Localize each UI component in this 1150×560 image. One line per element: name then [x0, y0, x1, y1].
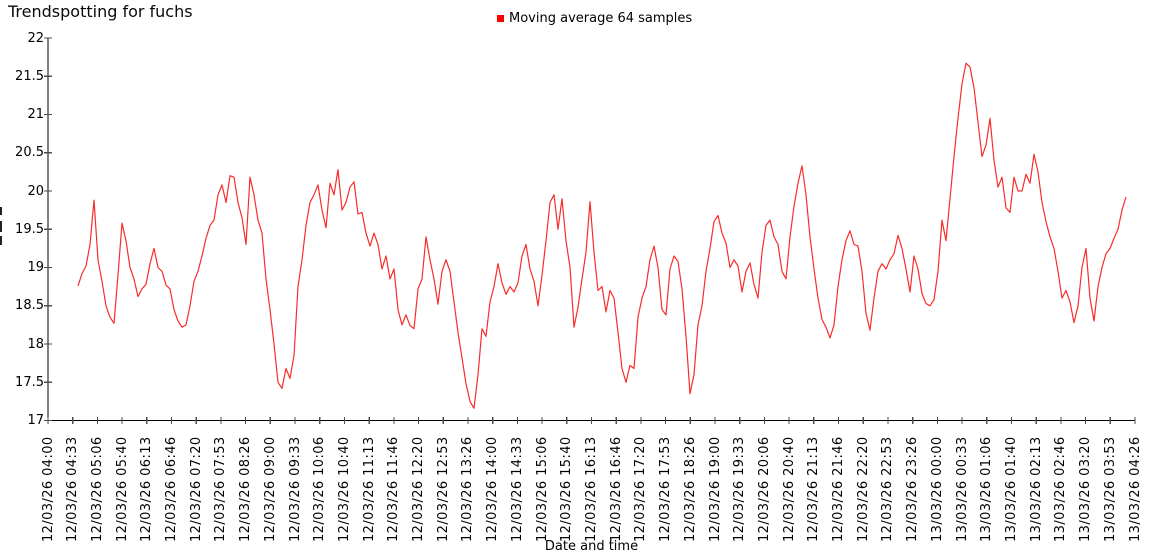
y-tick-label: 19.5 [15, 221, 44, 237]
x-tick-label: 13/03/26 01:40 [1003, 436, 1019, 542]
x-tick-label: 12/03/26 18:26 [682, 436, 698, 542]
x-tick-label: 12/03/26 05:06 [89, 436, 105, 542]
x-tick-label: 13/03/26 03:53 [1102, 436, 1118, 542]
legend-marker-icon [497, 15, 504, 22]
x-tick-label: 12/03/26 23:26 [905, 436, 921, 542]
x-tick-label: 12/03/26 21:13 [806, 436, 822, 542]
x-tick-label: 12/03/26 11:13 [361, 436, 377, 542]
x-tick-label: 12/03/26 07:20 [188, 436, 204, 542]
x-tick-label: 12/03/26 09:33 [287, 436, 303, 542]
x-tick-label: 12/03/26 09:00 [262, 436, 278, 542]
y-tick-label: 19 [27, 260, 44, 275]
x-tick-label: 12/03/26 21:46 [831, 436, 847, 542]
x-tick-label: 12/03/26 05:40 [114, 436, 130, 542]
y-tick-label: 18 [27, 336, 44, 352]
x-tick-label: 12/03/26 12:53 [435, 436, 451, 542]
chart-title: Trendspotting for fuchs [8, 2, 193, 21]
x-axis-ticks [47, 417, 1136, 424]
x-tick-label: 12/03/26 06:46 [164, 436, 180, 542]
x-tick-label: 12/03/26 16:46 [608, 436, 624, 542]
y-tick-label: 21.5 [15, 68, 44, 84]
y-tick-label: 18.5 [15, 298, 44, 314]
clipped-y-axis-label [0, 207, 4, 247]
x-tick-label: 12/03/26 15:40 [559, 436, 575, 542]
x-tick-label: 13/03/26 03:20 [1078, 436, 1094, 542]
x-tick-label: 12/03/26 10:06 [312, 436, 328, 542]
x-tick-label: 12/03/26 17:53 [658, 436, 674, 542]
x-tick-label: 12/03/26 20:06 [756, 436, 772, 542]
x-tick-label: 12/03/26 06:13 [139, 436, 155, 542]
x-tick-label: 12/03/26 22:20 [855, 436, 871, 542]
x-tick-label: 12/03/26 08:26 [238, 436, 254, 542]
x-tick-label: 12/03/26 19:33 [732, 436, 748, 542]
x-tick-label: 12/03/26 14:00 [485, 436, 501, 542]
x-tick-label: 12/03/26 04:00 [40, 436, 56, 542]
x-tick-label: 13/03/26 04:26 [1127, 436, 1143, 542]
legend-label: Moving average 64 samples [509, 11, 693, 26]
x-tick-label: 12/03/26 07:53 [213, 436, 229, 542]
x-tick-label: 12/03/26 16:13 [584, 436, 599, 542]
y-tick-label: 21 [27, 107, 44, 122]
x-tick-label: 12/03/26 13:26 [460, 436, 476, 542]
x-tick-label: 12/03/26 14:33 [509, 436, 525, 542]
x-tick-label: 12/03/26 20:40 [781, 436, 797, 542]
y-tick-label: 20.5 [15, 145, 44, 161]
y-tick-label: 17 [27, 413, 44, 428]
legend: Moving average 64 samples [497, 11, 692, 26]
x-axis-title: Date and time [544, 539, 639, 554]
x-tick-label: 12/03/26 04:33 [65, 436, 81, 542]
x-tick-label: 12/03/26 11:46 [386, 436, 402, 542]
x-tick-label: 12/03/26 15:06 [534, 436, 550, 542]
x-tick-label: 13/03/26 00:33 [954, 436, 970, 542]
axes-lines [47, 38, 1135, 421]
x-tick-label: 12/03/26 10:40 [336, 436, 352, 542]
x-tick-label: 12/03/26 22:53 [880, 436, 896, 542]
x-tick-label: 12/03/26 17:20 [633, 436, 649, 542]
x-tick-label: 12/03/26 19:00 [707, 436, 723, 542]
y-tick-label: 20 [27, 183, 44, 199]
x-tick-label: 12/03/26 12:20 [411, 436, 427, 542]
x-tick-label: 13/03/26 01:06 [979, 436, 995, 542]
series-line-moving-average-64-samples [77, 62, 1127, 409]
y-tick-label: 17.5 [15, 374, 44, 390]
y-tick-label: 22 [27, 30, 44, 46]
x-tick-label: 13/03/26 02:46 [1053, 436, 1069, 542]
x-tick-label: 13/03/26 02:13 [1028, 436, 1044, 542]
x-tick-label: 13/03/26 00:00 [929, 436, 945, 542]
